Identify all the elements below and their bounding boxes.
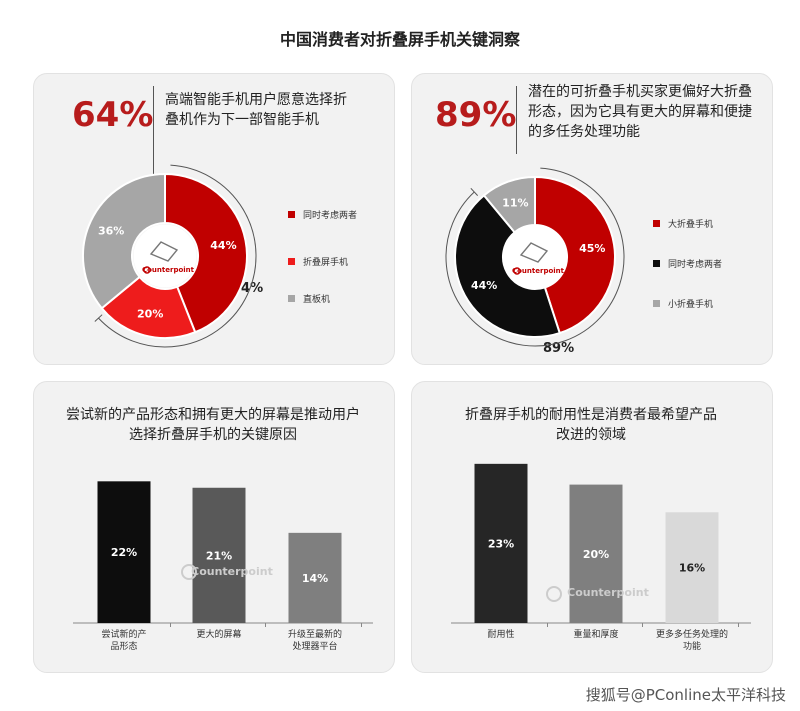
pie-slice-label: 44%	[210, 239, 236, 252]
bar	[288, 532, 342, 623]
x-tick-label: 品形态	[110, 640, 137, 652]
legend-label: 折叠屏手机	[303, 258, 349, 268]
counterpoint-watermark-icon	[181, 564, 197, 580]
bar-chart-title-improvements: 折叠屏手机的耐用性是消费者最希望产品 改进的领域	[411, 405, 771, 445]
legend-label: 大折叠手机	[668, 220, 714, 230]
pie-slice-label: 20%	[137, 308, 163, 321]
title-line: 改进的领域	[556, 427, 626, 443]
highlight-arc-tick	[470, 187, 479, 196]
bar-value-label: 23%	[488, 537, 514, 550]
counterpoint-watermark-text: Counterpoint	[191, 565, 273, 578]
big-stat-89: 89%	[435, 95, 517, 135]
legend-label: 同时考虑两者	[303, 211, 358, 221]
bar-chart-title-reasons: 尝试新的产品形态和拥有更大的屏幕是推动用户 选择折叠屏手机的关键原因	[33, 405, 393, 445]
legend-label: 直板机	[303, 295, 331, 305]
title-line: 折叠屏手机的耐用性是消费者最希望产品	[465, 407, 717, 423]
headline-line: 的多任务处理功能	[528, 124, 640, 140]
counterpoint-watermark-text: Counterpoint	[567, 586, 649, 599]
legend-item: 折叠屏手机	[288, 255, 348, 268]
bar	[665, 512, 719, 623]
page-title: 中国消费者对折叠屏手机关键洞察	[279, 30, 520, 49]
highlight-arc	[445, 167, 625, 347]
legend-swatch	[288, 295, 295, 302]
pie-slice	[82, 172, 166, 310]
headline-line: 高端智能手机用户愿意选择折	[165, 92, 347, 108]
pie-slice	[534, 175, 616, 335]
bar-value-label: 20%	[583, 548, 609, 561]
counterpoint-logo-text: Counterpoint	[512, 267, 565, 275]
pie-slice-label: 36%	[98, 225, 124, 238]
headline-premium-users: 高端智能手机用户愿意选择折 叠机作为下一部智能手机	[165, 90, 347, 130]
x-tick-label: 处理器平台	[292, 640, 337, 652]
bar-value-label: 14%	[302, 572, 328, 585]
bar	[97, 481, 151, 623]
bar-value-label: 22%	[111, 546, 137, 559]
counterpoint-logo-icon	[513, 267, 521, 275]
pie-slice-label: 45%	[579, 242, 605, 255]
pie-slice	[100, 275, 197, 339]
legend-swatch	[288, 211, 295, 218]
title-line: 尝试新的产品形态和拥有更大的屏幕是推动用户	[66, 407, 360, 423]
foldable-phone-icon	[519, 242, 549, 263]
x-tick-label: 尝试新的产	[101, 628, 146, 640]
x-tick-label: 升级至最新的	[288, 628, 342, 640]
bar	[569, 484, 623, 623]
legend-label: 同时考虑两者	[668, 260, 723, 270]
title-line: 选择折叠屏手机的关键原因	[129, 427, 297, 443]
legend-item: 直板机	[288, 292, 330, 305]
headline-line: 叠机作为下一部智能手机	[165, 112, 319, 128]
counterpoint-logo-text: Counterpoint	[142, 266, 195, 274]
foldable-phone-icon	[149, 241, 179, 262]
legend-item: 大折叠手机	[653, 217, 713, 230]
watermark: 搜狐号@PConline太平洋科技	[585, 686, 786, 704]
divider-line	[153, 86, 154, 176]
legend-item: 小折叠手机	[653, 297, 713, 310]
bar	[474, 463, 528, 623]
headline-foldable-buyers: 潜在的可折叠手机买家更偏好大折叠 形态，因为它具有更大的屏幕和便捷 的多任务处理…	[528, 82, 752, 142]
highlight-arc-tick	[94, 314, 103, 322]
pie-slice	[482, 175, 536, 234]
bar-value-label: 16%	[679, 562, 705, 575]
bar-value-label: 21%	[206, 549, 232, 562]
pie-slice-label: 44%	[471, 279, 497, 292]
highlight-arc	[98, 164, 257, 348]
pie-center-disc	[503, 225, 567, 289]
headline-line: 潜在的可折叠手机买家更偏好大折叠	[528, 84, 752, 100]
x-tick-label: 重量和厚度	[573, 628, 618, 640]
legend-swatch	[653, 300, 660, 307]
legend-item: 同时考虑两者	[653, 257, 722, 270]
headline-line: 形态，因为它具有更大的屏幕和便捷	[528, 104, 752, 120]
divider-line	[516, 86, 517, 154]
x-tick-label: 更多多任务处理的	[656, 628, 728, 640]
x-tick-label: 功能	[683, 640, 701, 652]
big-stat-64: 64%	[72, 95, 154, 135]
legend-swatch	[653, 260, 660, 267]
pie-center-disc	[133, 224, 197, 288]
pie-slice	[454, 193, 561, 338]
counterpoint-watermark-icon	[546, 586, 562, 602]
legend-swatch	[288, 258, 295, 265]
legend-swatch	[653, 220, 660, 227]
counterpoint-logo-icon	[143, 266, 151, 274]
legend-item: 同时考虑两者	[288, 208, 357, 221]
x-tick-label: 耐用性	[487, 628, 514, 640]
x-tick-label: 更大的屏幕	[196, 628, 241, 640]
pie-slice	[164, 172, 248, 334]
bar	[192, 487, 246, 623]
legend-label: 小折叠手机	[668, 300, 714, 310]
pie-slice-label: 11%	[502, 196, 528, 209]
